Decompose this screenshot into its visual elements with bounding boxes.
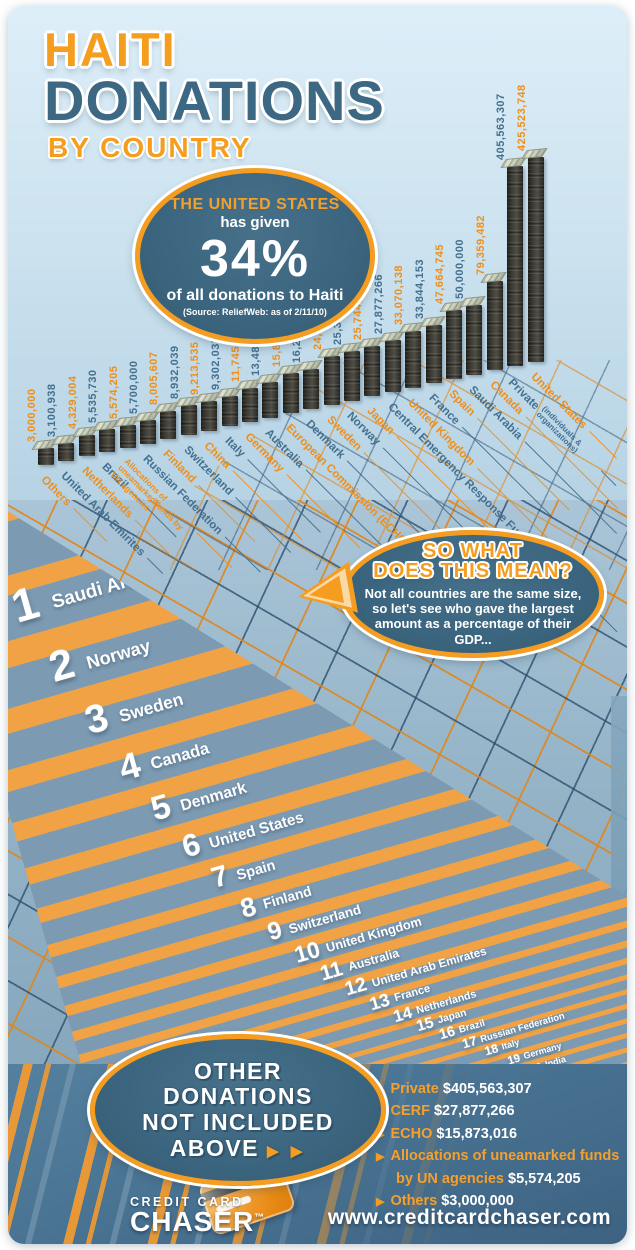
- logo-chaser-text: CHASER™: [130, 1206, 266, 1237]
- other-donation-label: Allocations of uneamarked funds by UN ag…: [390, 1148, 620, 1187]
- bar-value-label: 9,213,535: [189, 341, 202, 395]
- bar-value-label: 50,000,000: [454, 238, 467, 299]
- bar-value-label: 8,932,039: [168, 345, 181, 399]
- other-donation-label: ECHO: [390, 1125, 437, 1142]
- money-stack-bar: [282, 373, 299, 414]
- page-title-donations: DONATIONS: [44, 69, 385, 132]
- other-donation-value: $27,877,266: [433, 1103, 515, 1120]
- stat-outro: of all donations to Haiti: [166, 286, 344, 304]
- money-stack-bar: [201, 400, 218, 431]
- money-stack-bar: [527, 156, 544, 362]
- money-stack-bar: [466, 304, 483, 375]
- so-what-heading-line1: SO WHAT: [423, 539, 523, 562]
- stat-percentage: 34%: [199, 229, 311, 288]
- so-what-heading-line2: DOES THIS MEAN?: [373, 560, 573, 583]
- money-stack-bar: [180, 404, 197, 435]
- page-title-haiti: HAITI: [44, 23, 177, 76]
- money-stack-bar: [507, 166, 524, 367]
- bar-value-label: 9,302,037: [209, 336, 222, 391]
- bar-value-label: 425,523,748: [515, 84, 528, 151]
- other-donation-row: ▶ Others $3,000,000: [376, 1190, 627, 1212]
- label-leader-line: [600, 471, 617, 487]
- money-stack-bar: [303, 369, 320, 410]
- other-donation-value: $5,574,205: [508, 1170, 581, 1187]
- website-url-link[interactable]: www.creditcardchaser.com: [327, 1206, 611, 1229]
- logo-credit-card-text: CREDIT CARD: [130, 1195, 244, 1209]
- other-bubble-line3: NOT INCLUDED: [142, 1109, 334, 1135]
- money-stack-bar: [119, 424, 136, 448]
- bar-value-label: 5,535,730: [87, 369, 100, 424]
- brand-logo: CREDIT CARD CHASER™: [130, 1195, 265, 1236]
- money-stack-bar: [160, 411, 177, 440]
- stat-given: has given: [220, 213, 290, 231]
- triangle-bullet-icon: ▶: [376, 1196, 385, 1209]
- money-stack-bar: [262, 381, 279, 418]
- money-stack-bar: [344, 350, 360, 401]
- so-what-body: Not all countries are the same size, so …: [364, 585, 582, 647]
- money-stack-bar: [58, 442, 75, 461]
- money-stack-bar: [425, 325, 442, 384]
- other-donations-bubble: OTHER DONATIONS NOT INCLUDED ABOVE ▶ ▶: [90, 1034, 386, 1186]
- other-bubble-line2: DONATIONS: [163, 1083, 313, 1110]
- so-what-bubble: SO WHAT DOES THIS MEAN? Not all countrie…: [342, 530, 604, 658]
- bar-value-label: 79,359,482: [474, 215, 487, 276]
- other-donation-value: $15,873,016: [436, 1125, 518, 1142]
- money-stack-bar: [405, 330, 422, 388]
- infographic-card: HAITI DONATIONS BY COUNTRY 1 Saudi Arabia…: [8, 6, 627, 1244]
- money-stack-bar: [486, 281, 503, 371]
- other-donation-label: Private: [390, 1081, 443, 1097]
- money-stack-bar: [221, 396, 238, 427]
- triangle-bullet-icon: ▶: [376, 1151, 385, 1164]
- other-donation-value: $3,000,000: [441, 1193, 514, 1210]
- left-arrow-icon: [294, 562, 358, 623]
- stat-intro: THE UNITED STATES: [170, 195, 340, 213]
- other-donation-row: ▶Private $405,563,307: [376, 1078, 627, 1100]
- label-leader-line: [147, 557, 164, 574]
- other-donation-row: ▶ Allocations of uneamarked funds by UN a…: [376, 1145, 627, 1190]
- bar-value-label: 3,000,000: [26, 388, 38, 442]
- money-stack-bar: [364, 346, 381, 397]
- other-donations-list: ▶Private $405,563,307▶CERF $27,877,266▶E…: [376, 1078, 627, 1213]
- money-stack-bar: [78, 435, 95, 457]
- bar-value-label: 4,329,004: [66, 375, 79, 430]
- other-bubble-line1: OTHER: [194, 1057, 282, 1084]
- other-donation-value: $405,563,307: [442, 1081, 532, 1097]
- bar-value-label: 405,563,307: [495, 93, 508, 161]
- page-subtitle-by-country: BY COUNTRY: [48, 132, 252, 163]
- triangle-arrows-icon: ▶ ▶: [267, 1142, 307, 1160]
- money-stack-bar: [242, 388, 258, 422]
- bar-value-label: 47,664,745: [434, 243, 446, 304]
- bar-value-label: 27,877,266: [372, 273, 385, 334]
- bar-value-label: 33,070,138: [393, 264, 406, 325]
- trademark-symbol: ™: [254, 1212, 266, 1224]
- money-stack-bar: [446, 310, 462, 379]
- money-stack-bar: [38, 448, 54, 465]
- other-donation-row: ▶CERF $27,877,266: [376, 1100, 627, 1122]
- other-donation-row: ▶ ECHO $15,873,016: [376, 1123, 627, 1145]
- bar-value-label: 3,100,938: [46, 383, 59, 437]
- bar-value-label: 8,005,607: [148, 351, 161, 406]
- us-share-stat-bubble: THE UNITED STATES has given 34% of all d…: [135, 168, 375, 344]
- money-stack-bar: [384, 339, 401, 392]
- other-bubble-line4: ABOVE ▶ ▶: [169, 1134, 307, 1161]
- money-stack-bar: [140, 419, 156, 444]
- triangle-bullet-icon: ▶: [376, 1128, 385, 1141]
- stat-source: (Source: ReliefWeb: as of 2/11/10): [183, 306, 327, 317]
- money-stack-bar: [99, 429, 116, 453]
- bar-value-label: 33,844,153: [413, 259, 426, 320]
- other-donation-label: CERF: [390, 1103, 434, 1120]
- bar-value-label: 5,574,205: [107, 365, 120, 419]
- money-stack-bar: [323, 355, 340, 405]
- bar-value-label: 5,700,000: [128, 360, 140, 414]
- other-donation-label: Others: [390, 1193, 442, 1210]
